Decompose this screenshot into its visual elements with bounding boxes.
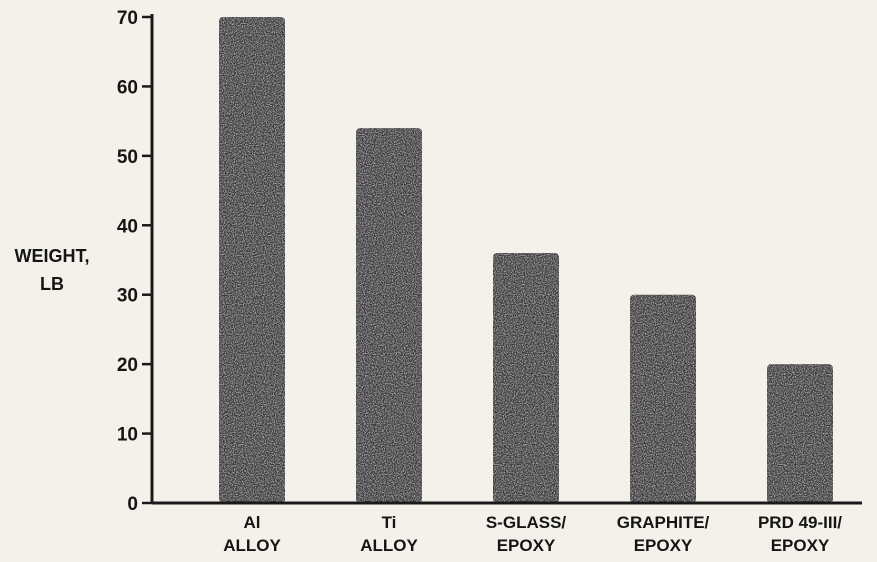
- x-tick-label: GRAPHITE/: [617, 513, 710, 532]
- y-axis-label-line-2: LB: [40, 274, 64, 294]
- bar: [630, 294, 696, 503]
- x-axis-categories: Al ALLOY Ti ALLOY S-GLASS/EPOXY GRAPHITE/EPOX…: [223, 513, 842, 555]
- y-tick-label: 70: [117, 8, 138, 29]
- y-tick-label: 30: [117, 286, 138, 307]
- y-tick-label: 20: [117, 355, 138, 376]
- x-tick-label: EPOXY: [497, 536, 556, 555]
- y-tick-label: 0: [127, 494, 138, 515]
- bar: [356, 128, 422, 504]
- x-tick-label: PRD 49-III/: [758, 513, 842, 532]
- y-axis-label-line-1: WEIGHT,: [15, 246, 90, 266]
- y-axis-ticks: 0 10 20 30 40 50 60 70: [117, 8, 152, 515]
- bar: [219, 17, 285, 503]
- y-axis-label: WEIGHT, LB: [15, 246, 90, 294]
- bars: [219, 17, 833, 504]
- x-tick-label: EPOXY: [771, 536, 830, 555]
- x-tick-label: ALLOY: [360, 536, 418, 555]
- x-tick-label: Al: [244, 513, 261, 532]
- axes: [150, 14, 862, 505]
- bar: [493, 253, 559, 503]
- x-tick-label: EPOXY: [634, 536, 693, 555]
- x-tick-label: S-GLASS/: [486, 513, 567, 532]
- y-tick-label: 60: [117, 77, 138, 98]
- y-tick-label: 50: [117, 147, 138, 168]
- x-tick-label: ALLOY: [223, 536, 281, 555]
- bar: [767, 364, 833, 503]
- y-tick-label: 40: [117, 216, 138, 237]
- y-tick-label: 10: [117, 425, 138, 446]
- x-tick-label: Ti: [382, 513, 397, 532]
